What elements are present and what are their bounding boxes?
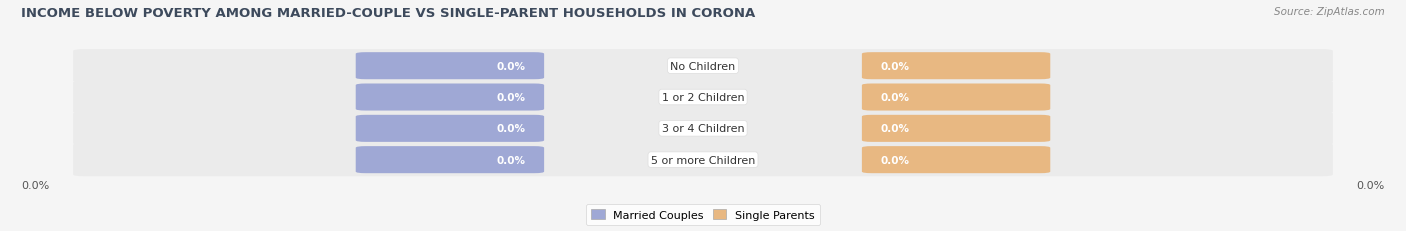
Text: 0.0%: 0.0% <box>496 155 526 165</box>
Text: 0.0%: 0.0% <box>496 93 526 103</box>
FancyBboxPatch shape <box>73 143 1333 176</box>
Text: 0.0%: 0.0% <box>1357 180 1385 190</box>
FancyBboxPatch shape <box>356 53 544 80</box>
Text: INCOME BELOW POVERTY AMONG MARRIED-COUPLE VS SINGLE-PARENT HOUSEHOLDS IN CORONA: INCOME BELOW POVERTY AMONG MARRIED-COUPL… <box>21 7 755 20</box>
Text: 1 or 2 Children: 1 or 2 Children <box>662 93 744 103</box>
FancyBboxPatch shape <box>862 115 1050 142</box>
FancyBboxPatch shape <box>862 84 1050 111</box>
FancyBboxPatch shape <box>356 115 544 142</box>
Text: 3 or 4 Children: 3 or 4 Children <box>662 124 744 134</box>
Text: 0.0%: 0.0% <box>880 124 910 134</box>
Text: 0.0%: 0.0% <box>880 61 910 71</box>
Text: 0.0%: 0.0% <box>21 180 49 190</box>
Text: 0.0%: 0.0% <box>496 61 526 71</box>
FancyBboxPatch shape <box>862 146 1050 173</box>
Legend: Married Couples, Single Parents: Married Couples, Single Parents <box>586 204 820 225</box>
Text: 0.0%: 0.0% <box>496 124 526 134</box>
FancyBboxPatch shape <box>73 112 1333 145</box>
Text: Source: ZipAtlas.com: Source: ZipAtlas.com <box>1274 7 1385 17</box>
FancyBboxPatch shape <box>356 146 544 173</box>
FancyBboxPatch shape <box>73 81 1333 114</box>
Text: 0.0%: 0.0% <box>880 93 910 103</box>
Text: 0.0%: 0.0% <box>880 155 910 165</box>
FancyBboxPatch shape <box>862 53 1050 80</box>
Text: No Children: No Children <box>671 61 735 71</box>
FancyBboxPatch shape <box>356 84 544 111</box>
Text: 5 or more Children: 5 or more Children <box>651 155 755 165</box>
FancyBboxPatch shape <box>73 50 1333 83</box>
